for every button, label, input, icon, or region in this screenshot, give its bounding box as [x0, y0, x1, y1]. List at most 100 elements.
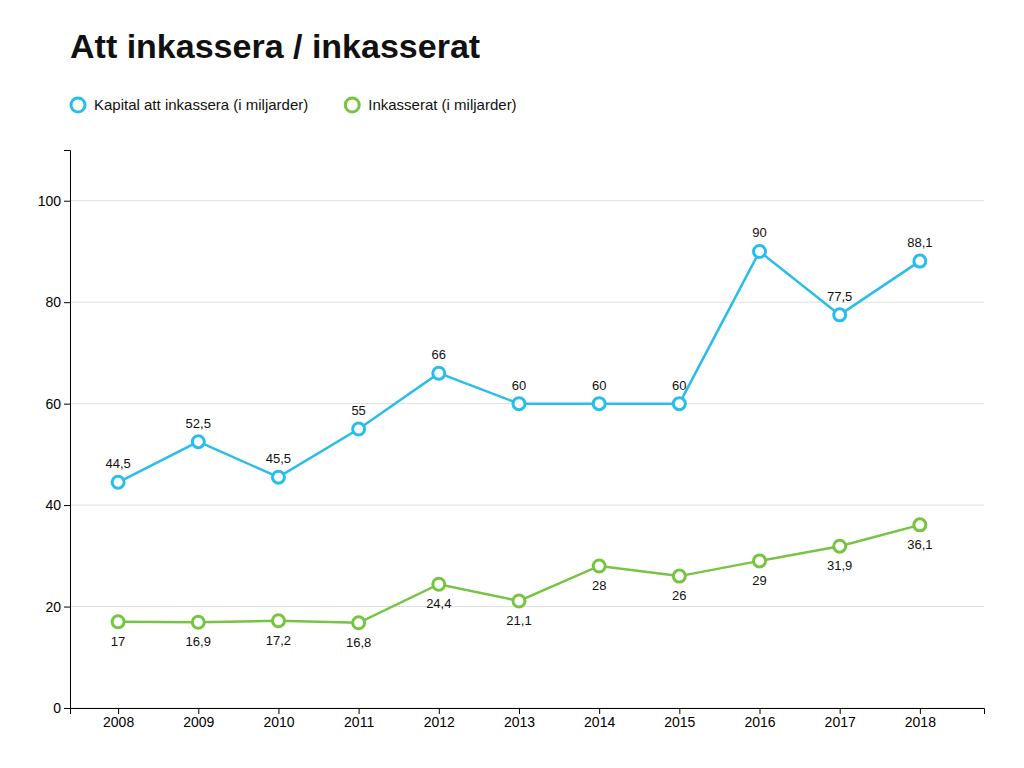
- data-label: 29: [752, 573, 766, 588]
- x-tick: 2011: [344, 708, 374, 730]
- y-tick: 0: [53, 700, 70, 716]
- data-label: 16,8: [346, 635, 371, 650]
- y-tick-mark: [64, 201, 70, 202]
- y-tick-mark: [64, 302, 70, 303]
- marker: [112, 616, 124, 628]
- grid-line: [70, 606, 984, 607]
- y-tick: 20: [45, 599, 70, 615]
- grid-line: [70, 200, 984, 201]
- x-tick-label: 2009: [183, 714, 214, 730]
- y-tick-mark: [64, 505, 70, 506]
- x-tick: 2008: [103, 708, 134, 730]
- y-tick-mark: [64, 607, 70, 608]
- legend-item: Inkasserat (i miljarder): [345, 96, 516, 113]
- marker: [914, 519, 926, 531]
- marker: [272, 615, 284, 627]
- x-tick: 2015: [664, 708, 695, 730]
- x-tick-label: 2016: [744, 714, 775, 730]
- marker: [593, 398, 605, 410]
- data-label: 21,1: [506, 613, 531, 628]
- y-tick-mark: [64, 404, 70, 405]
- marker: [272, 471, 284, 483]
- y-tick-label: 20: [45, 599, 61, 615]
- y-tick-mark: [64, 708, 70, 709]
- y-tick: 60: [45, 396, 70, 412]
- x-tick: 2016: [744, 708, 775, 730]
- x-tick-label: 2012: [424, 714, 455, 730]
- x-tick: 2012: [424, 708, 455, 730]
- x-tick-label: 2018: [905, 714, 936, 730]
- marker: [834, 309, 846, 321]
- marker: [754, 555, 766, 567]
- x-axis: 2008 2009 2010 2011 2012 2013 2014 2015 2016 2017…: [71, 708, 985, 730]
- plot: 2008200920102011201220132014201520162017…: [38, 151, 985, 730]
- x-tick: 2010: [263, 708, 294, 730]
- y-tick-label: 100: [38, 193, 62, 209]
- data-label: 31,9: [827, 558, 852, 573]
- x-tick: 2009: [183, 708, 214, 730]
- marker: [192, 436, 204, 448]
- legend-symbol: [345, 98, 359, 112]
- legend-symbol: [71, 98, 85, 112]
- grid-line: [70, 505, 984, 506]
- x-tick-label: 2011: [344, 714, 374, 730]
- y-tick: 100: [38, 193, 70, 209]
- data-label: 44,5: [105, 456, 130, 471]
- y-tick-label: 40: [45, 497, 61, 513]
- marker: [834, 540, 846, 552]
- x-tick: 2014: [584, 708, 615, 730]
- marker: [192, 616, 204, 628]
- x-tick: 2013: [504, 708, 535, 730]
- data-label: 24,4: [426, 596, 451, 611]
- marker: [914, 255, 926, 267]
- y-tick: 40: [45, 497, 70, 513]
- marker: [513, 595, 525, 607]
- x-tick-label: 2010: [263, 714, 294, 730]
- y-tick-label: 80: [45, 294, 61, 310]
- data-label: 66: [432, 347, 446, 362]
- data-label: 17: [111, 634, 125, 649]
- data-label: 55: [351, 403, 365, 418]
- x-tick: 2017: [825, 708, 856, 730]
- marker: [593, 560, 605, 572]
- x-tick-label: 2014: [584, 714, 615, 730]
- x-tick-label: 2015: [664, 714, 695, 730]
- x-tick-label: 2008: [103, 714, 134, 730]
- marker: [673, 570, 685, 582]
- legend-label: Kapital att inkassera (i miljarder): [94, 96, 308, 113]
- data-label: 88,1: [907, 235, 932, 250]
- data-label: 26: [672, 588, 686, 603]
- x-tick-label: 2013: [504, 714, 535, 730]
- chart: Att inkassera / inkasserat20082009201020…: [0, 0, 1024, 768]
- marker: [353, 617, 365, 629]
- data-label: 45,5: [266, 451, 291, 466]
- grid: [70, 201, 984, 708]
- data-labels: 44,552,545,555666060609077,588,11716,917…: [105, 225, 932, 649]
- marker: [112, 476, 124, 488]
- data-label: 16,9: [186, 634, 211, 649]
- marker: [353, 423, 365, 435]
- marker: [513, 398, 525, 410]
- x-tick-label: 2017: [825, 714, 856, 730]
- data-label: 28: [592, 578, 606, 593]
- data-label: 60: [592, 378, 606, 393]
- data-label: 52,5: [186, 416, 211, 431]
- legend-item: Kapital att inkassera (i miljarder): [71, 96, 308, 113]
- markers: [112, 245, 926, 488]
- series-line: [118, 525, 920, 623]
- legend-label: Inkasserat (i miljarder): [368, 96, 516, 113]
- y-tick: 80: [45, 294, 70, 310]
- y-axis-line: [64, 151, 71, 709]
- data-label: 17,2: [266, 633, 291, 648]
- series-line: [118, 251, 920, 482]
- data-label: 90: [752, 225, 766, 240]
- data-label: 60: [512, 378, 526, 393]
- marker: [433, 578, 445, 590]
- data-label: 77,5: [827, 289, 852, 304]
- markers: [112, 519, 926, 629]
- marker: [754, 245, 766, 257]
- marks: [112, 245, 926, 628]
- data-label: 36,1: [907, 537, 932, 552]
- x-tick: 2018: [905, 708, 936, 730]
- y-tick-label: 0: [53, 700, 61, 716]
